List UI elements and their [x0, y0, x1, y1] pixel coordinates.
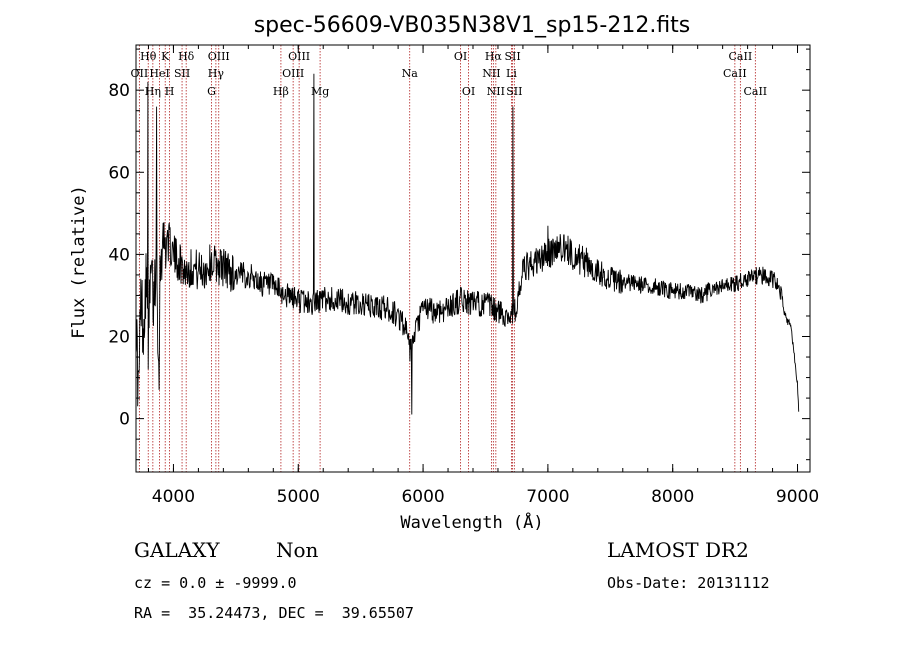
line-marker-label: OI [454, 50, 467, 63]
line-marker-label: SII [504, 50, 520, 63]
y-tick-label: 80 [108, 81, 130, 101]
line-marker-label: CaII [729, 50, 753, 63]
line-marker-label: SII [506, 85, 522, 98]
redshift-line: cz = 0.0 ± -9999.0 [134, 574, 297, 592]
line-marker-label: K [161, 50, 170, 63]
line-marker-label: OIII [282, 67, 304, 80]
coordinates: RA = 35.24473, DEC = 39.65507 [134, 604, 414, 622]
x-tick-label: 6000 [401, 487, 444, 507]
x-tick-label: 9000 [776, 487, 819, 507]
y-tick-label: 0 [119, 410, 130, 430]
line-marker-label: OIII [208, 50, 230, 63]
line-marker-label: Hγ [208, 67, 225, 80]
emission-line-markers [138, 45, 756, 472]
object-class: GALAXY [134, 538, 220, 562]
line-marker-label: Na [402, 67, 419, 80]
line-marker-label: NII [482, 67, 500, 80]
line-marker-label: H [165, 85, 175, 98]
line-marker-label: SII [174, 67, 190, 80]
line-marker-label: OI [462, 85, 475, 98]
y-tick-label: 20 [108, 328, 130, 348]
plot-frame [135, 44, 811, 473]
y-tick-label: 40 [108, 245, 130, 265]
chart-title: spec-56609-VB035N38V1_sp15-212.fits [254, 13, 691, 38]
x-axis-ticks: 4000 5000 6000 7000 8000 9000 [147, 45, 819, 507]
x-axis-label: Wavelength (Å) [400, 511, 543, 533]
y-axis-ticks: 0 20 40 60 80 [108, 48, 810, 461]
x-tick-label: 7000 [526, 487, 569, 507]
line-marker-label: Hα [485, 50, 503, 63]
line-marker-label: G [207, 85, 216, 98]
survey-name: LAMOST DR2 [607, 538, 749, 562]
line-marker-label: Mg [311, 85, 329, 98]
x-tick-label: 8000 [651, 487, 694, 507]
x-tick-label: 4000 [152, 487, 195, 507]
line-marker-label: HeI [149, 67, 169, 80]
line-marker-label: Hβ [273, 85, 289, 98]
spectrum-line [135, 73, 800, 415]
line-marker-label: OII [131, 67, 149, 80]
y-tick-label: 60 [108, 163, 130, 183]
line-marker-label: Hη [145, 85, 161, 98]
line-marker-label: CaII [723, 67, 747, 80]
line-marker-label: NII [487, 85, 505, 98]
line-marker-label: OIII [288, 50, 310, 63]
x-tick-label: 5000 [277, 487, 320, 507]
line-marker-label: Hδ [178, 50, 195, 63]
line-marker-label: Hθ [140, 50, 157, 63]
spectrum-series [135, 73, 800, 415]
y-axis-label: Flux (relative) [69, 185, 89, 339]
line-marker-label: Li [506, 67, 517, 80]
object-subclass: Non [276, 538, 319, 562]
observation-date: Obs-Date: 20131112 [607, 574, 770, 592]
line-marker-label: CaII [743, 85, 767, 98]
